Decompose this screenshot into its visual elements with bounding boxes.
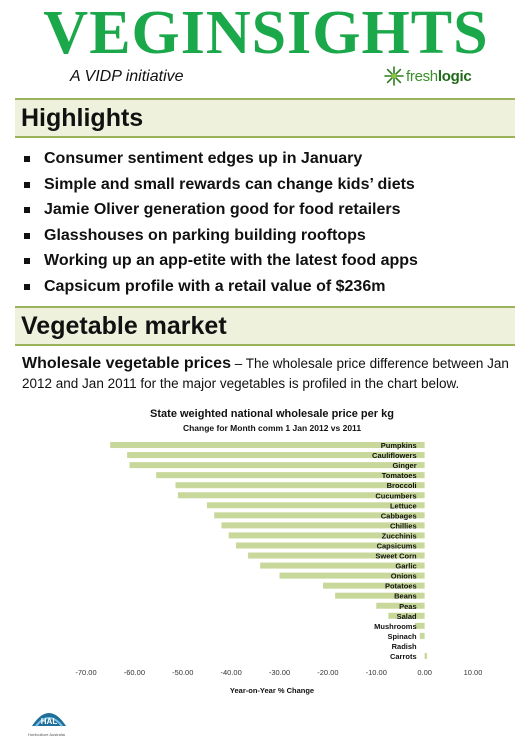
- x-tick-label: -50.00: [172, 668, 193, 677]
- x-tick-label: -70.00: [75, 668, 96, 677]
- category-label: Broccoli: [387, 481, 417, 490]
- highlight-item[interactable]: Consumer sentiment edges up in January: [22, 146, 522, 172]
- bar-beans: [335, 592, 425, 599]
- bar-potatoes: [323, 582, 425, 589]
- vegetable-market-heading: Vegetable market: [21, 312, 227, 340]
- bar-cabbages: [214, 512, 425, 519]
- category-label: Tomatoes: [382, 471, 417, 480]
- hal-logo-text: HAL: [41, 717, 58, 726]
- bar-cauliflowers: [127, 452, 425, 459]
- masthead: VEGINSIGHTS A VIDP initiative freshlogic: [0, 0, 532, 92]
- wholesale-prices-paragraph: Wholesale vegetable prices – The wholesa…: [22, 354, 517, 394]
- bar-mushrooms: [414, 622, 425, 629]
- bar-zucchinis: [228, 532, 425, 539]
- highlights-header: Highlights: [15, 98, 515, 138]
- category-label: Cucumbers: [375, 491, 416, 500]
- category-label: Onions: [391, 572, 417, 581]
- category-label: Ginger: [392, 461, 416, 470]
- highlight-item[interactable]: Working up an app-etite with the latest …: [22, 248, 522, 274]
- vegetable-market-header: Vegetable market: [15, 306, 515, 346]
- bar-chillies: [221, 522, 425, 529]
- category-label: Salad: [397, 612, 417, 621]
- bar-cucumbers: [177, 492, 425, 499]
- category-label: Carrots: [390, 652, 417, 661]
- bar-capsicums: [235, 542, 425, 549]
- bar-ginger: [129, 462, 425, 469]
- chart-subtitle: Change for Month comm 1 Jan 2012 vs 2011: [182, 423, 362, 433]
- bar-salad: [388, 612, 425, 619]
- category-label: Lettuce: [390, 501, 417, 510]
- x-tick-label: 0.00: [417, 668, 432, 677]
- bullet-square-icon: [24, 156, 30, 162]
- hal-logo-icon: HAL: [32, 713, 66, 727]
- x-tick-label: -20.00: [317, 668, 338, 677]
- wholesale-prices-text: – The wholesale price difference between…: [22, 356, 509, 391]
- bar-spinach: [419, 632, 425, 639]
- highlight-item[interactable]: Jamie Oliver generation good for food re…: [22, 197, 522, 223]
- chart-plot: PumpkinsCauliflowersGingerTomatoesBrocco…: [75, 441, 482, 677]
- bullet-square-icon: [24, 207, 30, 213]
- category-label: Zucchinis: [382, 531, 417, 540]
- category-label: Pumpkins: [381, 441, 417, 450]
- x-tick-label: 10.00: [464, 668, 482, 677]
- bullet-square-icon: [24, 181, 30, 188]
- hal-logo-subtitle: Horticulture Australia: [28, 732, 65, 737]
- logo-logic-text: logic: [437, 67, 472, 85]
- category-label: Cabbages: [381, 511, 417, 520]
- category-label: Capsicums: [377, 541, 417, 550]
- bar-carrots: [424, 652, 428, 659]
- x-tick-label: -40.00: [220, 668, 241, 677]
- bullet-square-icon: [24, 258, 30, 264]
- highlights-heading: Highlights: [21, 104, 144, 132]
- hal-logo: HAL Horticulture Australia: [28, 702, 70, 740]
- x-axis-title: Year-on-Year % Change: [229, 686, 315, 695]
- category-label: Mushrooms: [374, 622, 417, 631]
- category-label: Radish: [392, 642, 417, 651]
- freshlogic-logo: freshlogic: [384, 66, 472, 86]
- category-label: Garlic: [395, 562, 416, 571]
- chart-title: State weighted national wholesale price …: [150, 408, 394, 420]
- bar-sweet-corn: [248, 552, 425, 559]
- category-label: Sweet Corn: [375, 552, 417, 561]
- bar-tomatoes: [156, 472, 425, 479]
- bar-peas: [376, 602, 425, 609]
- category-label: Potatoes: [385, 582, 417, 591]
- x-tick-label: -30.00: [269, 668, 290, 677]
- logo-fresh-text: fresh: [406, 67, 438, 85]
- bullet-square-icon: [24, 283, 30, 290]
- wholesale-prices-heading: Wholesale vegetable prices: [22, 355, 231, 372]
- bar-broccoli: [175, 482, 425, 489]
- highlight-item[interactable]: Capsicum profile with a retail value of …: [22, 274, 522, 300]
- category-label: Cauliflowers: [372, 451, 417, 460]
- category-label: Chillies: [390, 521, 417, 530]
- category-label: Beans: [394, 592, 417, 601]
- highlights-list: Consumer sentiment edges up in January S…: [22, 146, 522, 299]
- highlight-item[interactable]: Glasshouses on parking building rooftops: [22, 223, 522, 249]
- bar-onions: [279, 572, 425, 579]
- category-label: Spinach: [387, 632, 417, 641]
- bar-pumpkins: [110, 442, 425, 449]
- wholesale-price-chart: Pumpkins Cauliflowers Ginger Tomatoes Brocco…: [62, 405, 482, 697]
- bar-lettuce: [206, 502, 425, 509]
- starburst-icon: [384, 66, 404, 86]
- tagline: A VIDP initiative: [70, 68, 184, 85]
- category-label: Peas: [399, 602, 417, 611]
- x-tick-label: -60.00: [124, 668, 145, 677]
- x-tick-label: -10.00: [366, 668, 387, 677]
- bullet-square-icon: [24, 232, 30, 239]
- highlight-item[interactable]: Simple and small rewards can change kids…: [22, 172, 522, 198]
- bar-garlic: [260, 562, 425, 569]
- newsletter-title: VEGINSIGHTS: [43, 0, 489, 67]
